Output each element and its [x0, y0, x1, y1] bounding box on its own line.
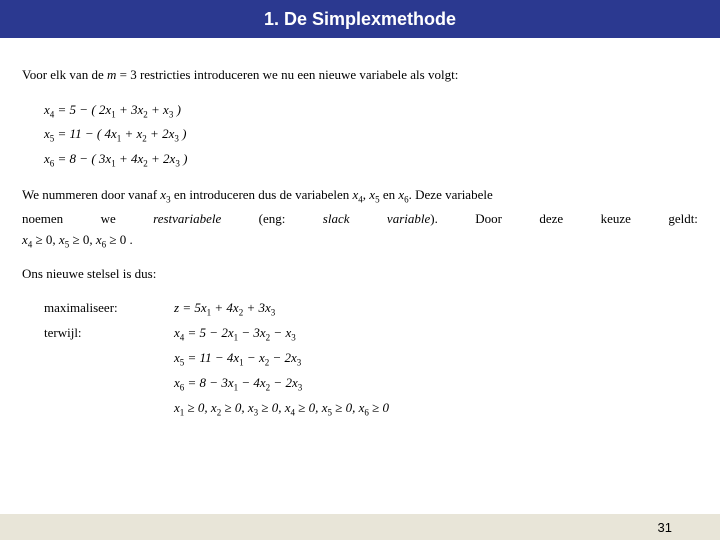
- system-constraint-1: terwijl: x4 = 5 − 2x1 − 3x2 − x3: [44, 321, 698, 346]
- system-constraint-3: x6 = 8 − 3x1 − 4x2 − 2x3: [44, 371, 698, 396]
- eq-line-2: x5 = 11 − ( 4x1 + x2 + 2x3 ): [44, 122, 698, 147]
- paragraph-2-constraints: x4 ≥ 0, x5 ≥ 0, x6 ≥ 0 .: [22, 231, 698, 251]
- eq-line-3: x6 = 8 − ( 3x1 + 4x2 + 2x3 ): [44, 147, 698, 172]
- slide-content: Voor elk van de m = 3 restricties introd…: [0, 38, 720, 420]
- label-subject-to: terwijl:: [44, 321, 174, 346]
- paragraph-3: Ons nieuwe stelsel is dus:: [22, 265, 698, 283]
- p1-rest: = 3 restricties introduceren we nu een n…: [116, 67, 458, 82]
- system-constraint-2: x5 = 11 − 4x1 − x2 − 2x3: [44, 346, 698, 371]
- paragraph-1: Voor elk van de m = 3 restricties introd…: [22, 66, 698, 84]
- label-maximize: maximaliseer:: [44, 296, 174, 321]
- system-objective: maximaliseer: z = 5x1 + 4x2 + 3x3: [44, 296, 698, 321]
- eq-line-1: x4 = 5 − ( 2x1 + 3x2 + x3 ): [44, 98, 698, 123]
- paragraph-2-line2: noemenwerestvariabele(eng:slackvariable)…: [22, 210, 698, 228]
- page-number: 31: [658, 520, 672, 535]
- slide-header: 1. De Simplexmethode: [0, 0, 720, 38]
- paragraph-2-line1: We nummeren door vanaf x3 en introducere…: [22, 186, 698, 206]
- slide-footer: 31: [0, 514, 720, 540]
- slide-title: 1. De Simplexmethode: [264, 9, 456, 30]
- p1-mvar: m: [107, 67, 116, 82]
- equation-block-1: x4 = 5 − ( 2x1 + 3x2 + x3 ) x5 = 11 − ( …: [44, 98, 698, 172]
- system-block: maximaliseer: z = 5x1 + 4x2 + 3x3 terwij…: [44, 296, 698, 420]
- p1-pre: Voor elk van de: [22, 67, 107, 82]
- system-nonneg: x1 ≥ 0, x2 ≥ 0, x3 ≥ 0, x4 ≥ 0, x5 ≥ 0, …: [44, 396, 698, 421]
